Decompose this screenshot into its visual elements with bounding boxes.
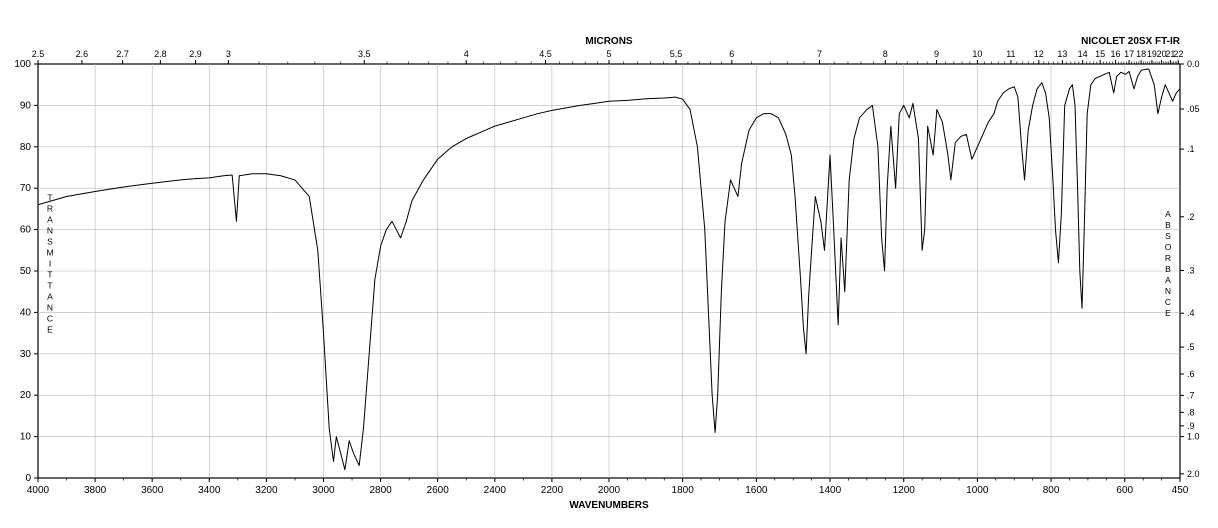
svg-text:60: 60 [20,225,32,236]
svg-text:A: A [47,215,53,225]
svg-text:2.0: 2.0 [1187,469,1200,479]
svg-text:3.5: 3.5 [358,49,371,59]
svg-text:800: 800 [1043,485,1060,496]
svg-text:N: N [1165,286,1171,296]
svg-text:B: B [1165,220,1171,230]
svg-text:12: 12 [1034,49,1044,59]
svg-text:90: 90 [20,100,32,111]
svg-text:50: 50 [20,266,32,277]
svg-text:A: A [1165,275,1171,285]
svg-text:1200: 1200 [893,485,916,496]
svg-text:5: 5 [606,49,611,59]
svg-text:450: 450 [1172,485,1189,496]
svg-text:70: 70 [20,183,32,194]
svg-text:.9: .9 [1187,421,1195,431]
svg-text:E: E [1165,308,1171,318]
svg-text:R: R [1165,253,1171,263]
svg-text:2.8: 2.8 [154,49,167,59]
ir-spectrum-chart: 0 10 20 30 40 50 60 70 80 90 100 0.0 .05 .1 .2 .3 .4 .5 .6… [0,0,1218,528]
svg-text:2800: 2800 [369,485,392,496]
svg-text:.4: .4 [1187,308,1195,318]
svg-text:.05: .05 [1187,104,1200,114]
chart-svg: 0 10 20 30 40 50 60 70 80 90 100 0.0 .05 .1 .2 .3 .4 .5 .6… [0,0,1218,528]
svg-text:N: N [47,303,53,313]
svg-text:10: 10 [20,432,32,443]
svg-text:40: 40 [20,307,32,318]
svg-text:.3: .3 [1187,266,1195,276]
svg-text:2.6: 2.6 [76,49,89,59]
svg-text:R: R [47,204,53,214]
svg-text:14: 14 [1078,49,1088,59]
svg-text:E: E [47,325,53,335]
svg-text:2400: 2400 [484,485,507,496]
svg-text:10: 10 [972,49,982,59]
svg-text:0.0: 0.0 [1187,59,1200,69]
svg-text:18: 18 [1136,49,1146,59]
svg-text:1.0: 1.0 [1187,432,1200,442]
svg-text:9: 9 [934,49,939,59]
svg-text:.6: .6 [1187,369,1195,379]
svg-text:.1: .1 [1187,144,1195,154]
svg-text:3200: 3200 [255,485,278,496]
svg-text:15: 15 [1095,49,1105,59]
svg-text:C: C [47,314,53,324]
svg-text:S: S [47,237,53,247]
svg-text:3600: 3600 [141,485,164,496]
svg-text:100: 100 [14,59,31,70]
svg-text:T: T [47,281,52,291]
svg-text:3400: 3400 [198,485,221,496]
svg-text:1400: 1400 [819,485,842,496]
svg-text:.7: .7 [1187,390,1195,400]
svg-text:20: 20 [20,390,32,401]
svg-text:2.9: 2.9 [189,49,202,59]
svg-text:B: B [1165,264,1171,274]
svg-text:N: N [47,226,53,236]
svg-text:2200: 2200 [541,485,564,496]
svg-text:11: 11 [1006,49,1015,59]
svg-text:4: 4 [464,49,469,59]
svg-text:0: 0 [25,473,31,484]
svg-text:.5: .5 [1187,342,1195,352]
svg-text:7: 7 [817,49,822,59]
svg-text:3: 3 [226,49,231,59]
svg-text:1800: 1800 [672,485,695,496]
svg-text:C: C [1165,297,1171,307]
svg-text:3000: 3000 [312,485,335,496]
svg-text:80: 80 [20,142,32,153]
svg-text:2600: 2600 [427,485,450,496]
svg-text:16: 16 [1111,49,1121,59]
svg-text:1600: 1600 [745,485,768,496]
svg-text:NICOLET 20SX FT-IR: NICOLET 20SX FT-IR [1081,36,1181,47]
svg-text:T: T [47,270,52,280]
svg-text:2000: 2000 [598,485,621,496]
svg-text:O: O [1165,242,1172,252]
svg-text:A: A [47,292,53,302]
svg-text:17: 17 [1124,49,1134,59]
svg-text:8: 8 [883,49,888,59]
svg-text:3800: 3800 [84,485,107,496]
svg-text:I: I [49,259,51,269]
svg-text:.2: .2 [1187,212,1195,222]
svg-text:MICRONS: MICRONS [585,36,633,47]
svg-text:M: M [46,248,53,258]
svg-text:1000: 1000 [966,485,989,496]
svg-text:6: 6 [729,49,734,59]
svg-text:.8: .8 [1187,407,1195,417]
svg-text:WAVENUMBERS: WAVENUMBERS [569,500,649,511]
svg-text:4.5: 4.5 [539,49,552,59]
svg-text:2.5: 2.5 [32,49,45,59]
svg-text:4000: 4000 [27,485,50,496]
svg-text:30: 30 [20,349,32,360]
svg-text:A: A [1165,209,1171,219]
svg-text:5.5: 5.5 [670,49,683,59]
svg-text:22: 22 [1173,49,1183,59]
svg-text:S: S [1165,231,1171,241]
svg-text:2.7: 2.7 [116,49,129,59]
svg-text:13: 13 [1057,49,1067,59]
svg-text:600: 600 [1116,485,1133,496]
svg-text:19: 19 [1147,49,1157,59]
